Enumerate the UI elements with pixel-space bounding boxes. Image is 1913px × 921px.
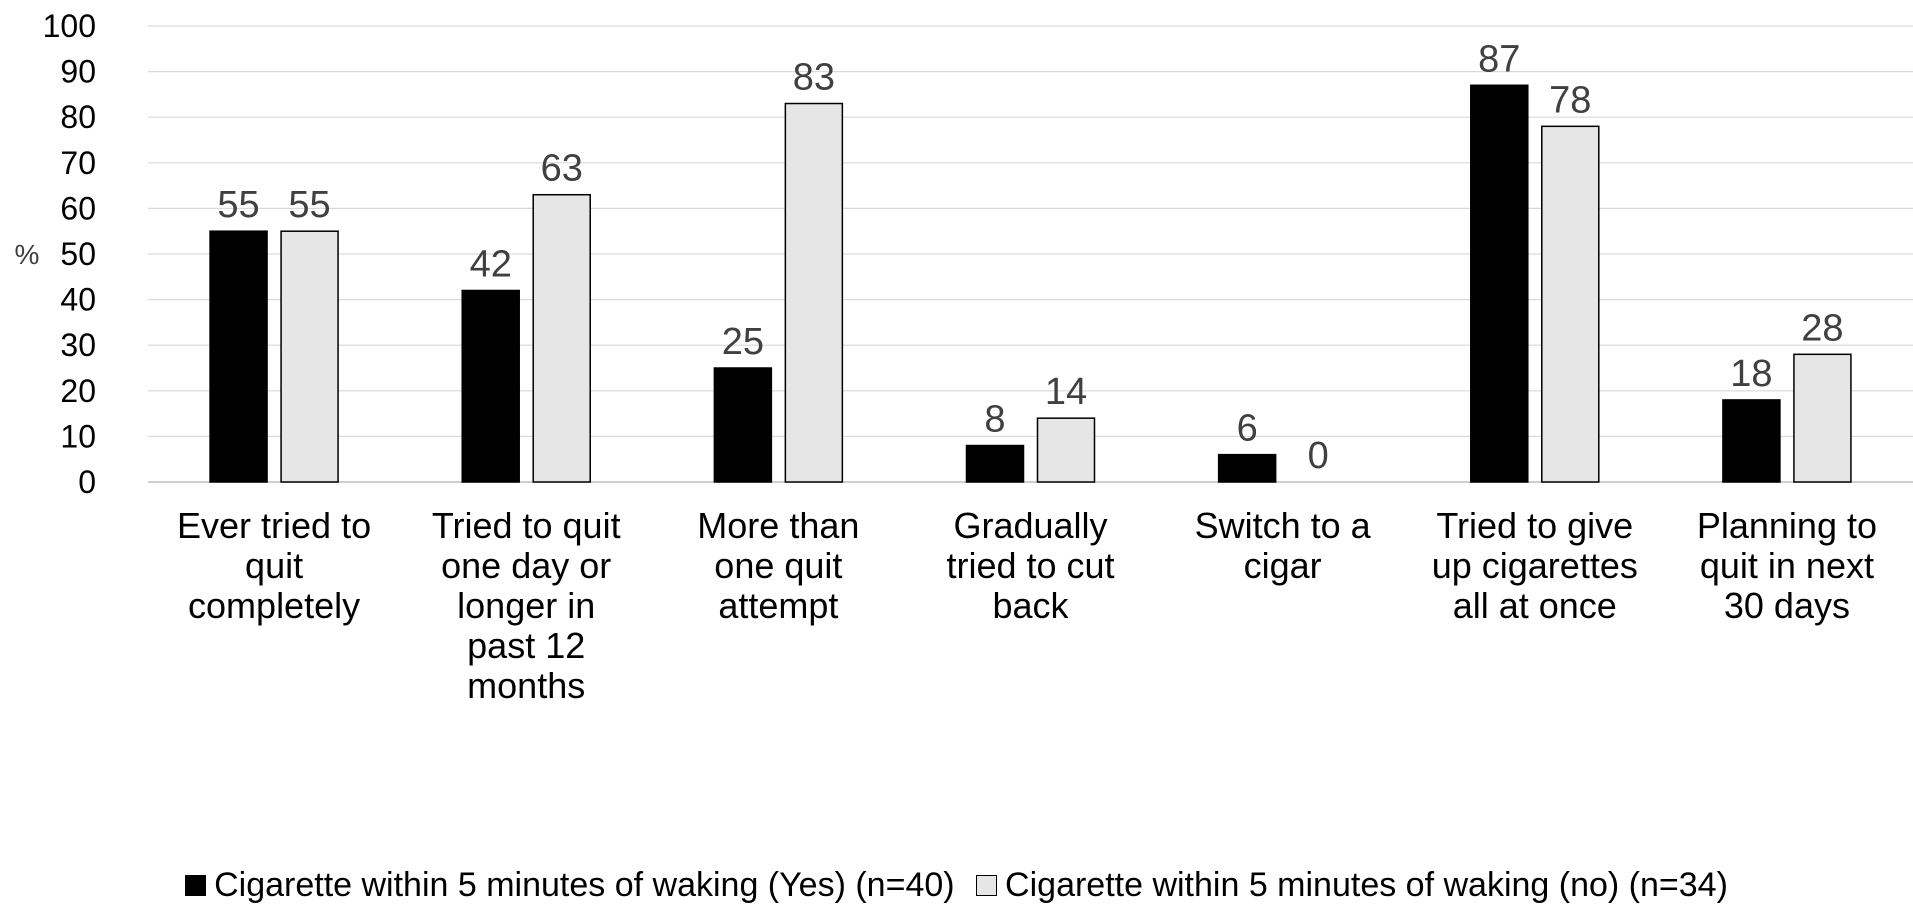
bar-yes bbox=[1217, 453, 1277, 483]
category-label-line: attempt bbox=[718, 585, 838, 626]
category-label-line: back bbox=[992, 585, 1069, 626]
bar-no bbox=[280, 230, 339, 483]
category-label-line: Tried to quit bbox=[432, 505, 621, 546]
y-tick-label: 30 bbox=[60, 327, 96, 363]
data-label: 28 bbox=[1801, 307, 1843, 349]
gridlines bbox=[148, 25, 1913, 483]
data-label: 8 bbox=[984, 399, 1005, 441]
y-tick-label: 10 bbox=[60, 418, 96, 454]
y-tick-label: 50 bbox=[60, 236, 96, 272]
bar-yes bbox=[209, 230, 268, 483]
data-labels: 55 55 42 63 25 83 8 14 6 0 87 78 18 28 bbox=[217, 38, 1843, 477]
y-axis-label: % bbox=[15, 239, 40, 270]
data-label: 55 bbox=[217, 184, 259, 226]
y-tick-label: 20 bbox=[60, 373, 96, 409]
category-label-line: quit in next bbox=[1700, 545, 1874, 586]
data-label: 55 bbox=[288, 184, 330, 226]
bar-yes bbox=[1470, 84, 1529, 483]
data-label: 83 bbox=[793, 57, 835, 99]
bar-yes bbox=[461, 289, 520, 483]
legend-item-yes: Cigarette within 5 minutes of waking (Ye… bbox=[185, 866, 955, 905]
category-label-line: tried to cut bbox=[946, 545, 1114, 586]
category-label: Planning to quit in next 30 days bbox=[1697, 505, 1877, 626]
bar-no bbox=[1541, 125, 1600, 483]
y-tick-label: 0 bbox=[78, 464, 96, 500]
category-label-line: all at once bbox=[1453, 585, 1617, 626]
category-label-line: one quit bbox=[714, 545, 842, 586]
legend: Cigarette within 5 minutes of waking (Ye… bbox=[0, 866, 1913, 905]
bar-yes bbox=[965, 444, 1025, 483]
category-label-line: up cigarettes bbox=[1432, 545, 1638, 586]
data-label: 14 bbox=[1045, 371, 1087, 413]
category-label-line: months bbox=[467, 665, 585, 706]
data-label: 25 bbox=[722, 321, 764, 363]
legend-swatch-yes bbox=[185, 875, 207, 896]
legend-swatch-no bbox=[976, 875, 998, 896]
category-label-line: cigar bbox=[1244, 545, 1322, 586]
category-label: More than one quit attempt bbox=[697, 505, 859, 626]
category-label-line: Tried to give bbox=[1436, 505, 1633, 546]
category-label: Gradually tried to cut back bbox=[946, 505, 1114, 626]
bar-yes bbox=[1722, 399, 1781, 483]
category-label-line: More than bbox=[697, 505, 859, 546]
y-tick-label: 60 bbox=[60, 190, 96, 226]
data-label: 87 bbox=[1478, 38, 1520, 80]
category-label: Tried to quit one day or longer in past 12 m… bbox=[432, 505, 621, 706]
y-tick-label: 80 bbox=[60, 99, 96, 135]
y-tick-label: 40 bbox=[60, 282, 96, 318]
category-labels: Ever tried to quit completely Tried to quit… bbox=[177, 505, 1877, 706]
bar-no bbox=[532, 193, 591, 483]
category-label: Tried to give up cigarettes all at once bbox=[1432, 505, 1638, 626]
data-label: 6 bbox=[1237, 408, 1258, 450]
category-label: Switch to a cigar bbox=[1195, 505, 1372, 586]
data-label: 78 bbox=[1549, 79, 1591, 121]
legend-label-yes: Cigarette within 5 minutes of waking (Ye… bbox=[214, 866, 955, 904]
category-label: Ever tried to quit completely bbox=[177, 505, 371, 626]
category-label-line: Gradually bbox=[953, 505, 1107, 546]
bar-yes bbox=[713, 367, 773, 483]
y-tick-label: 70 bbox=[60, 145, 96, 181]
y-tick-label: 100 bbox=[43, 8, 96, 44]
legend-label-no: Cigarette within 5 minutes of waking (no… bbox=[1005, 866, 1728, 904]
data-label: 42 bbox=[470, 243, 512, 285]
category-label-line: Ever tried to bbox=[177, 505, 371, 546]
category-label-line: quit bbox=[245, 545, 303, 586]
bar-no bbox=[784, 102, 844, 483]
category-label-line: past 12 bbox=[467, 625, 585, 666]
bars bbox=[209, 84, 1852, 483]
category-label-line: 30 days bbox=[1724, 585, 1850, 626]
category-label-line: longer in bbox=[457, 585, 595, 626]
legend-item-no: Cigarette within 5 minutes of waking (no… bbox=[976, 866, 1728, 905]
category-label-line: Planning to bbox=[1697, 505, 1877, 546]
category-label-line: one day or bbox=[441, 545, 611, 586]
data-label: 18 bbox=[1730, 353, 1772, 395]
category-label-line: completely bbox=[188, 585, 360, 626]
bar-no bbox=[1036, 417, 1096, 483]
y-tick-label: 90 bbox=[60, 54, 96, 90]
data-label: 63 bbox=[541, 148, 583, 190]
bar-no bbox=[1793, 353, 1852, 483]
data-label: 0 bbox=[1308, 435, 1329, 477]
category-label-line: Switch to a bbox=[1195, 505, 1372, 546]
y-axis-ticks: 0 10 20 30 40 50 60 70 80 90 100 bbox=[43, 8, 96, 500]
